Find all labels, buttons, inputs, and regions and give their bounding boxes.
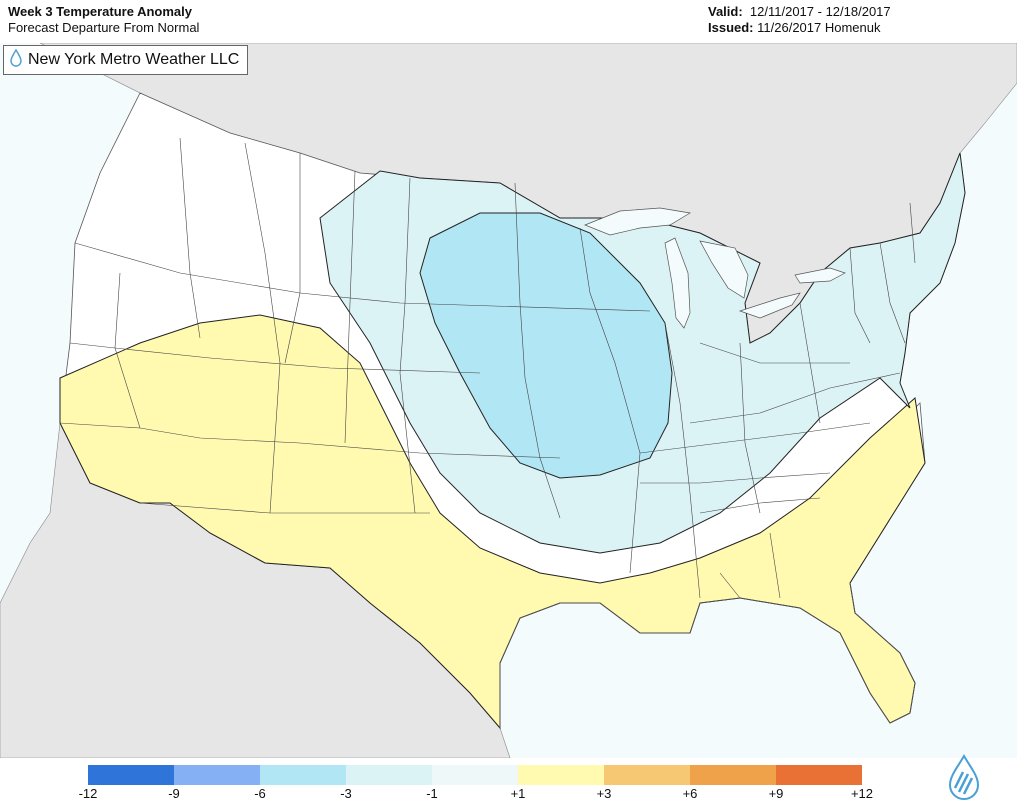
lake-michigan: [664, 237, 691, 329]
valid-issued-block: Valid: 12/11/2017 - 12/18/2017 Issued: 1…: [708, 4, 891, 36]
legend-swatch: [260, 765, 346, 785]
issued-value: 11/26/2017 Homenuk: [757, 20, 881, 35]
lake-erie: [738, 292, 801, 319]
legend-swatch: [346, 765, 432, 785]
legend-tick-label: -1: [426, 786, 438, 801]
water-drop-icon: [8, 48, 24, 73]
legend-labels: -12 -9 -6 -3 -1 +1 +3 +6 +9 +12: [0, 786, 1017, 804]
legend-tick-label: -6: [254, 786, 266, 801]
legend-swatch: [518, 765, 604, 785]
legend-tick-label: +12: [850, 786, 874, 801]
brand-name: New York Metro Weather LLC: [28, 51, 240, 68]
lake-huron: [699, 240, 749, 299]
state-boundaries: [59, 137, 916, 599]
gulf-coastline: [499, 582, 916, 728]
valid-value: 12/11/2017 - 12/18/2017: [749, 4, 891, 19]
cool-anomaly-core-plains: [419, 212, 673, 479]
legend-swatch: [432, 765, 518, 785]
lake-ontario: [794, 267, 846, 284]
temperature-anomaly-map: [0, 43, 1017, 758]
legend-tick-label: +1: [510, 786, 526, 801]
legend-tick-label: +3: [596, 786, 612, 801]
color-legend: [88, 765, 862, 785]
lake-superior: [584, 207, 691, 236]
valid-label: Valid:: [708, 4, 743, 19]
water-drop-logo-icon: [944, 752, 984, 804]
legend-tick-label: +9: [768, 786, 784, 801]
legend-swatch: [604, 765, 690, 785]
legend-swatch: [88, 765, 174, 785]
legend-tick-label: -9: [168, 786, 180, 801]
brand-box: New York Metro Weather LLC: [3, 45, 249, 75]
legend-swatch: [174, 765, 260, 785]
legend-swatch: [690, 765, 776, 785]
legend-tick-label: -3: [340, 786, 352, 801]
legend-tick-label: +6: [682, 786, 698, 801]
map-subtitle: Forecast Departure From Normal: [8, 20, 200, 35]
issued-label: Issued:: [708, 20, 754, 35]
map-title: Week 3 Temperature Anomaly: [8, 4, 192, 19]
legend-swatch: [776, 765, 862, 785]
legend-tick-label: -12: [78, 786, 98, 801]
chart-title-block: Week 3 Temperature Anomaly Forecast Depa…: [8, 4, 199, 36]
